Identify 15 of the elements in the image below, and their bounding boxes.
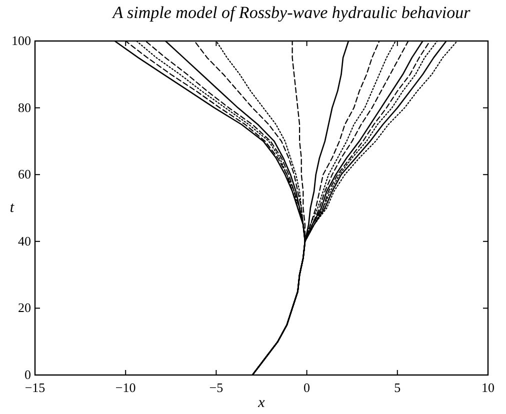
x-tick-label: 10 bbox=[482, 380, 494, 395]
x-tick-label: 5 bbox=[394, 380, 401, 395]
x-axis-title: x bbox=[257, 395, 266, 411]
y-axis-title: t bbox=[10, 200, 15, 216]
x-tick-label: 0 bbox=[304, 380, 310, 395]
y-tick-label: 100 bbox=[12, 33, 31, 48]
y-tick-label: 0 bbox=[24, 367, 31, 382]
y-tick-label: 60 bbox=[18, 166, 31, 182]
x-tick-label: −15 bbox=[24, 380, 46, 395]
x-tick-label: −10 bbox=[115, 380, 136, 395]
x-tick-label: −5 bbox=[209, 380, 224, 395]
y-tick-label: 40 bbox=[18, 233, 31, 248]
y-tick-label: 80 bbox=[18, 100, 31, 115]
y-tick-label: 20 bbox=[18, 300, 31, 316]
chart-title: A simple model of Rossby-wave hydraulic behaviour bbox=[112, 3, 471, 22]
